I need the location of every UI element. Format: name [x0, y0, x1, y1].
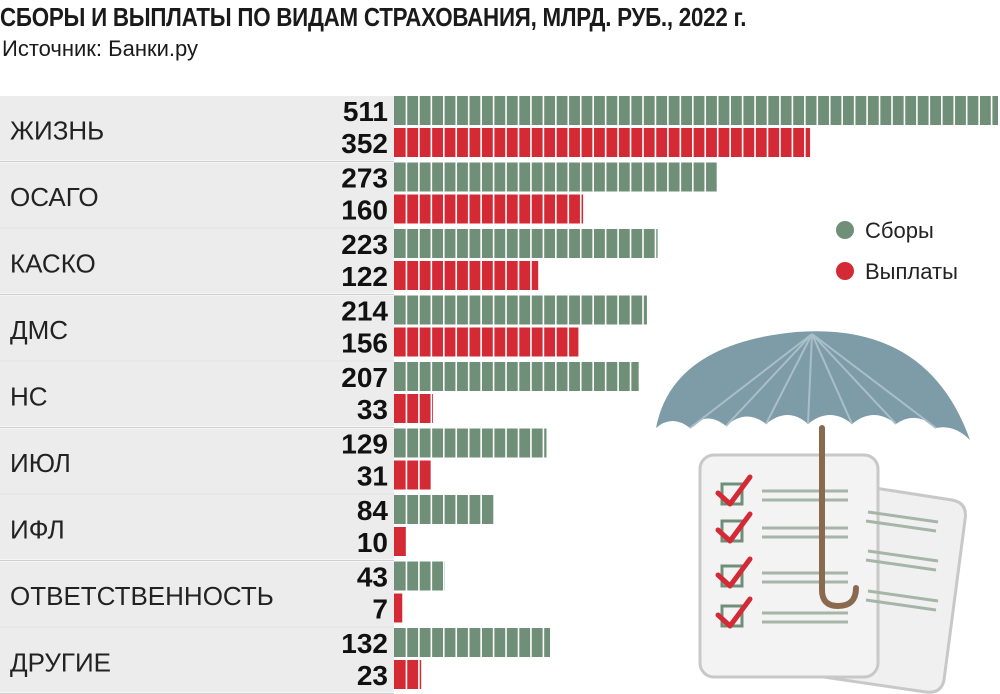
bar-payouts — [394, 327, 579, 357]
category-label: НС — [10, 381, 48, 411]
category-label: ДРУГИЕ — [10, 647, 111, 677]
bar-collections — [394, 96, 998, 125]
legend: Сборы Выплаты — [836, 218, 958, 284]
category-band — [0, 229, 394, 294]
category-label: ИФЛ — [10, 514, 65, 544]
bar-payouts — [394, 460, 431, 490]
value-label: 132 — [341, 628, 388, 659]
legend-swatch-collections — [836, 221, 854, 239]
bar-payouts — [394, 128, 811, 157]
checklist-icon — [715, 474, 939, 629]
category-band — [0, 162, 394, 227]
bar-collections — [394, 362, 639, 391]
bar-collections — [394, 495, 494, 524]
category-band — [0, 495, 394, 560]
category-label: ОТВЕТСТВЕННОСТЬ — [10, 581, 274, 611]
umbrella-icon — [656, 331, 970, 610]
bar-collections — [394, 162, 717, 192]
bar-collections — [394, 628, 551, 657]
category-label: ЖИЗНЬ — [10, 115, 104, 145]
bar-collections — [394, 229, 658, 258]
value-label: 352 — [341, 128, 388, 159]
category-label: ОСАГО — [10, 182, 99, 212]
value-label: 43 — [357, 562, 388, 593]
category-band — [0, 96, 394, 161]
legend-label-payouts: Выплаты — [865, 259, 958, 284]
value-label: 84 — [357, 495, 389, 526]
category-label: ИЮЛ — [10, 448, 71, 478]
value-label: 223 — [341, 229, 388, 260]
value-label: 214 — [341, 296, 388, 327]
bar-payouts — [394, 194, 584, 224]
bar-collections — [394, 295, 647, 325]
bar-payouts — [394, 660, 422, 689]
value-label: 122 — [341, 261, 388, 292]
category-label: ДМС — [10, 315, 68, 345]
legend-swatch-payouts — [836, 262, 854, 280]
category-band — [0, 561, 394, 626]
chart-title: СБОРЫ И ВЫПЛАТЫ ПО ВИДАМ СТРАХОВАНИЯ, МЛ… — [0, 2, 747, 32]
bars — [394, 96, 998, 689]
value-label: 511 — [343, 96, 388, 127]
value-label: 129 — [341, 429, 388, 460]
category-band — [0, 362, 394, 427]
value-label: 273 — [341, 163, 388, 194]
legend-label-collections: Сборы — [865, 218, 934, 243]
bar-payouts — [394, 394, 434, 423]
bar-collections — [394, 561, 445, 591]
bar-payouts — [394, 261, 539, 290]
value-label: 23 — [357, 660, 388, 691]
value-label: 160 — [341, 195, 388, 226]
value-label: 207 — [341, 362, 388, 393]
insurance-illustration — [656, 331, 970, 694]
value-label: 33 — [357, 394, 388, 425]
value-label: 7 — [372, 594, 388, 625]
category-label: КАСКО — [10, 248, 96, 278]
labels: ЖИЗНЬ511352ОСАГО273160КАСКО223122ДМС2141… — [10, 96, 388, 691]
category-band — [0, 295, 394, 360]
bar-payouts — [394, 593, 403, 623]
bar-payouts — [394, 527, 406, 556]
value-label: 31 — [357, 461, 388, 492]
value-label: 156 — [341, 328, 388, 359]
source-note: Источник: Банки.ру — [2, 36, 198, 61]
category-band — [0, 428, 394, 493]
value-label: 10 — [357, 527, 388, 558]
category-bands — [0, 96, 394, 694]
category-band — [0, 628, 394, 693]
bar-collections — [394, 428, 547, 458]
